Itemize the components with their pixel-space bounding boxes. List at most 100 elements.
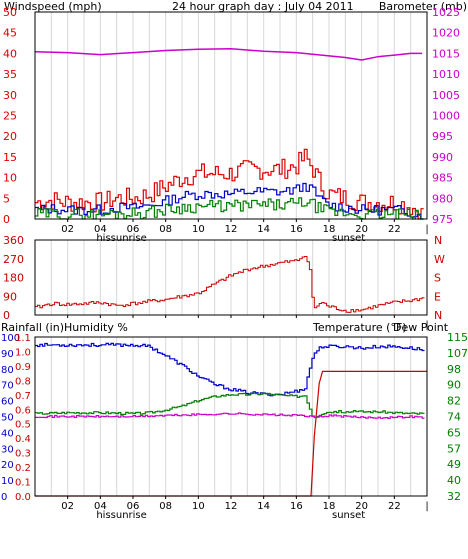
x-tick-label: 02 xyxy=(61,501,74,512)
x-tick-label: 12 xyxy=(225,224,238,235)
rainfall-tick-label: 0.9 xyxy=(15,362,31,373)
rainfall-tick-label: 0.0 xyxy=(15,492,31,503)
x-tick-label: 22 xyxy=(388,501,401,512)
dewpoint-axis-label: Dew Point xyxy=(393,321,449,334)
humidity-tick-label: 70 xyxy=(1,381,14,392)
compass-label: N xyxy=(434,234,442,247)
windspeed-tick-label: 45 xyxy=(3,27,17,40)
x-tick-label: 18 xyxy=(323,501,336,512)
x-tick-label: 04 xyxy=(94,224,107,235)
rainfall-tick-label: 0.8 xyxy=(15,376,31,387)
graph-title: 24 hour graph day : July 04 2011 xyxy=(172,0,354,13)
humidity-line xyxy=(35,342,425,397)
rainfall-tick-label: 0.6 xyxy=(15,405,31,416)
barometer-tick-label: 1010 xyxy=(432,68,460,81)
direction-tick-label: 0 xyxy=(3,309,10,322)
barometer-tick-label: 990 xyxy=(432,151,453,164)
barometer-tick-label: 1015 xyxy=(432,47,460,60)
compass-label: N xyxy=(434,309,442,322)
temperature-tick-label: 98 xyxy=(447,363,461,376)
windspeed-low-line xyxy=(35,197,424,220)
humidity-axis-label: Humidity % xyxy=(64,321,128,334)
x-tick-label: 12 xyxy=(225,501,238,512)
humidity-tick-label: 60 xyxy=(1,397,14,408)
wind-direction-line xyxy=(35,256,425,313)
temperature-tick-label: 32 xyxy=(447,490,461,503)
x-tick-label: 14 xyxy=(257,501,270,512)
windspeed-average-line xyxy=(35,182,424,220)
dewpoint-line xyxy=(35,412,425,419)
windspeed-tick-label: 20 xyxy=(3,130,17,143)
barometer-line xyxy=(34,48,423,61)
windspeed-tick-label: 10 xyxy=(3,172,17,185)
barometer-tick-label: 985 xyxy=(432,172,453,185)
rainfall-tick-label: 0.3 xyxy=(15,449,31,460)
rain-humidity-temp-panel: 0 10 20 30 40 50 60 70 80 90 100 0.0 0.1 0.2 0.3 0.4 0.5… xyxy=(1,331,468,521)
rainfall-tick-label: 1.0 xyxy=(15,347,31,358)
windspeed-tick-label: 35 xyxy=(3,68,17,81)
x-tick-label: 06 xyxy=(127,501,140,512)
temperature-tick-label: 115 xyxy=(447,331,468,344)
temperature-tick-label: 74 xyxy=(447,411,461,424)
barometer-tick-label: 1025 xyxy=(432,6,460,19)
x-tick-label: 18 xyxy=(323,224,336,235)
humidity-tick-label: 90 xyxy=(1,349,14,360)
temperature-tick-label: 57 xyxy=(447,442,461,455)
barometer-tick-label: 1005 xyxy=(432,89,460,102)
windspeed-tick-label: 25 xyxy=(3,110,17,123)
x-tick-label: 02 xyxy=(61,224,74,235)
temperature-line xyxy=(35,392,425,419)
direction-tick-label: 360 xyxy=(3,234,24,247)
temperature-tick-label: 65 xyxy=(447,426,461,439)
rainfall-tick-label: 0.2 xyxy=(15,463,31,474)
direction-tick-label: 180 xyxy=(3,272,24,285)
rainfall-tick-label: 0.1 xyxy=(15,478,31,489)
x-tick-label: 08 xyxy=(159,224,172,235)
temperature-tick-label: 90 xyxy=(447,379,461,392)
direction-tick-label: 270 xyxy=(3,253,24,266)
windspeed-tick-label: 5 xyxy=(3,192,10,205)
humidity-tick-label: 40 xyxy=(1,428,14,439)
windspeed-gust-line xyxy=(35,148,424,220)
x-tick-label: 20 xyxy=(355,224,368,235)
barometer-axis-label: Barometer (mb) xyxy=(379,0,467,13)
barometer-tick-label: 975 xyxy=(432,213,453,226)
windspeed-tick-label: 0 xyxy=(3,213,10,226)
x-tick-label: 14 xyxy=(257,224,270,235)
humidity-tick-label: 0 xyxy=(1,492,7,503)
barometer-tick-label: 980 xyxy=(432,192,453,205)
rainfall-tick-label: 0.5 xyxy=(15,420,31,431)
x-end-label: | xyxy=(425,224,428,235)
x-tick-label: 06 xyxy=(127,224,140,235)
humidity-tick-label: 20 xyxy=(1,460,14,471)
x-tick-label: 16 xyxy=(290,224,303,235)
barometer-tick-label: 995 xyxy=(432,130,453,143)
x-tick-label: 10 xyxy=(192,501,205,512)
x-tick-label: 10 xyxy=(192,224,205,235)
windspeed-tick-label: 40 xyxy=(3,47,17,60)
sunset-label: sunset xyxy=(332,510,365,521)
humidity-tick-label: 50 xyxy=(1,413,14,424)
windspeed-axis-label: Windspeed (mph) xyxy=(4,0,102,13)
rainfall-axis-label: Rainfall (in) xyxy=(1,321,64,334)
barometer-tick-label: 1020 xyxy=(432,27,460,40)
sunset-label: sunset xyxy=(332,233,365,244)
x-tick-label: 04 xyxy=(94,501,107,512)
x-tick-label: 08 xyxy=(159,501,172,512)
humidity-tick-label: 30 xyxy=(1,444,14,455)
rainfall-tick-label: 0.4 xyxy=(15,434,31,445)
humidity-tick-label: 10 xyxy=(1,476,14,487)
temperature-tick-label: 40 xyxy=(447,474,461,487)
x-end-label: | xyxy=(425,320,428,331)
windspeed-tick-label: 50 xyxy=(3,6,17,19)
temperature-tick-label: 49 xyxy=(447,458,461,471)
rainfall-tick-label: 1.1 xyxy=(15,333,31,344)
barometer-tick-label: 1000 xyxy=(432,110,460,123)
x-tick-label: 20 xyxy=(355,501,368,512)
sunrise-label: hissunrise xyxy=(96,510,146,521)
wind-barometer-panel: 0510152025303540455097598098599099510001… xyxy=(3,6,460,244)
humidity-tick-label: 80 xyxy=(1,365,14,376)
